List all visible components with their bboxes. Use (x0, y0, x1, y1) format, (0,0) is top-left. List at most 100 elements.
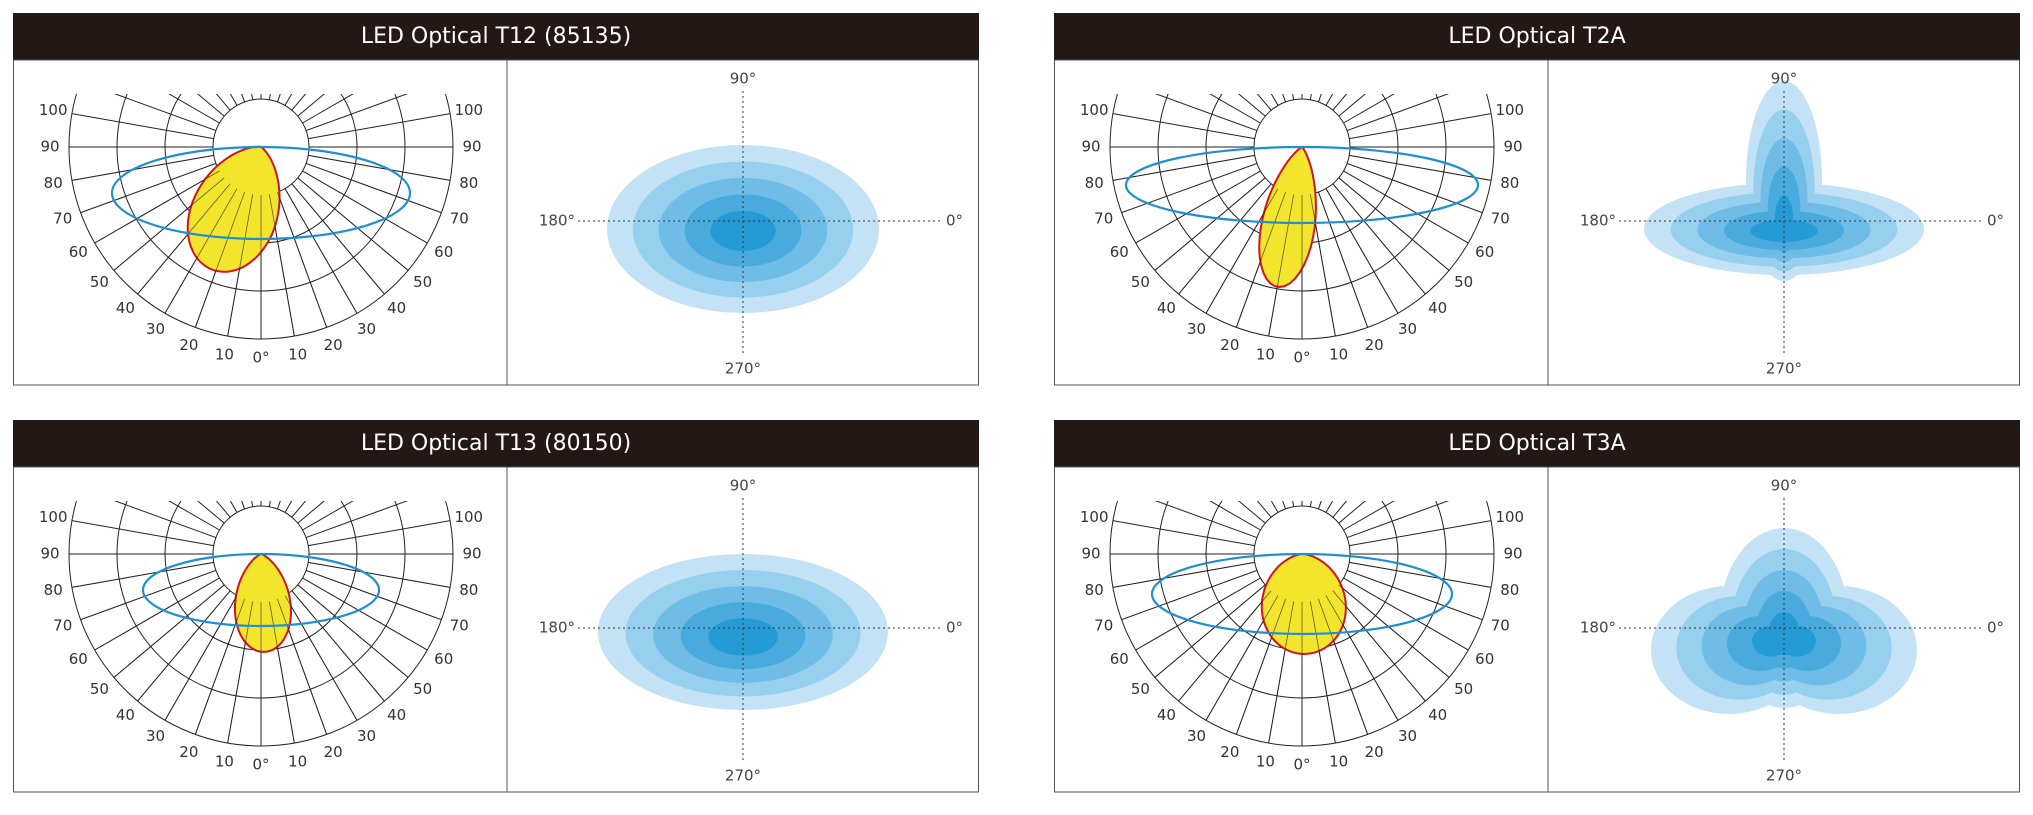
polar-angle-label: 100 (1080, 508, 1109, 526)
panel-title: LED Optical T3A (1448, 431, 1625, 456)
iso-label: 0° (946, 212, 963, 230)
polar-angle-label: 20 (1220, 336, 1239, 354)
polar-spoke (71, 520, 214, 547)
iso-label: 270° (1766, 767, 1802, 785)
iso-label: 0° (1987, 619, 2004, 637)
polar-angle-label: 100 (454, 508, 483, 526)
polar-angle-label: 30 (146, 727, 165, 745)
polar-spoke (1154, 94, 1258, 132)
polar-angle-label: 50 (413, 273, 432, 291)
panel: LED Optical T12 (85135) 0° 10 10 20 20 30 30 40 4… (13, 13, 979, 386)
lobe-spokes (1110, 553, 1494, 746)
polar-angle-label: 20 (324, 743, 343, 761)
iso-label: 180° (1580, 212, 1616, 230)
polar-angle-label: 50 (1454, 680, 1473, 698)
polar-spoke (1338, 94, 1366, 117)
polar-angle-label: 10 (1329, 752, 1348, 770)
polar-angle-label: 10 (288, 345, 307, 363)
polar-angle-label: 40 (1428, 706, 1447, 724)
polar-angle-label: 90 (1503, 138, 1522, 156)
polar-spoke (308, 520, 451, 547)
polar-spoke (1209, 501, 1261, 531)
polar-spoke (1238, 94, 1266, 117)
polar-angle-label: 10 (1256, 345, 1275, 363)
polar-angle-label: 10 (288, 752, 307, 770)
intensity-lobe (1260, 553, 1347, 656)
polar-angle-label: 70 (53, 617, 72, 635)
polar-angle-label: 20 (1365, 336, 1384, 354)
polar-angle-label: 10 (215, 752, 234, 770)
panel-title: LED Optical T12 (85135) (361, 24, 631, 49)
polar-angle-label: 40 (387, 299, 406, 317)
polar-angle-label: 80 (44, 174, 63, 192)
panel-header (13, 420, 979, 467)
polar-angle-label: 100 (1495, 508, 1524, 526)
polar-spoke (1238, 501, 1266, 524)
polar-angle-label: 40 (387, 706, 406, 724)
iso-label: 0° (946, 619, 963, 637)
polar-angle-label: 90 (1081, 545, 1100, 563)
iso-label: 180° (539, 619, 575, 637)
panel-header (1054, 13, 2020, 60)
isolux-contour (1774, 195, 1794, 244)
iso-label: 90° (1771, 70, 1798, 88)
polar-spoke (71, 113, 214, 140)
polar-angle-label: 70 (450, 617, 469, 635)
polar-angle-label: 60 (1110, 650, 1129, 668)
intensity-curve (141, 552, 381, 628)
polar-angle-label: 50 (90, 273, 109, 291)
polar-angle-label: 70 (1491, 617, 1510, 635)
polar-spoke (1112, 113, 1255, 140)
panel-header (1054, 420, 2020, 467)
polar-angle-label: 40 (1428, 299, 1447, 317)
polar-angle-label: 80 (1085, 174, 1104, 192)
polar-angle-label: 30 (1187, 320, 1206, 338)
polar-angle-label: 10 (1256, 752, 1275, 770)
polar-angle-label: 60 (1475, 650, 1494, 668)
polar-angle-label: 60 (434, 243, 453, 261)
panel-header (13, 13, 979, 60)
polar-spoke (308, 113, 451, 140)
iso-label: 180° (1580, 619, 1616, 637)
polar-angle-label: 30 (1187, 727, 1206, 745)
polar-angle-label: 100 (1495, 101, 1524, 119)
panel-title: LED Optical T13 (80150) (361, 431, 631, 456)
intensity-curve (110, 145, 412, 241)
polar-angle-label: 0° (1293, 349, 1310, 367)
polar-spoke (305, 501, 409, 539)
polar-angle-label: 100 (454, 101, 483, 119)
polar-spoke (305, 94, 409, 132)
polar-angle-label: 70 (1094, 210, 1113, 228)
polar-angle-label: 20 (179, 743, 198, 761)
polar-angle-label: 70 (1094, 617, 1113, 635)
polar-spoke (197, 501, 225, 524)
polar-angle-label: 40 (116, 706, 135, 724)
polar-angle-label: 60 (1110, 243, 1129, 261)
panel-title: LED Optical T2A (1448, 24, 1625, 49)
polar-angle-label: 50 (90, 680, 109, 698)
polar-spoke (1349, 113, 1492, 140)
polar-spoke (168, 94, 220, 124)
polar-angle-label: 70 (450, 210, 469, 228)
lobe-spokes (1110, 146, 1494, 339)
polar-angle-label: 20 (179, 336, 198, 354)
polar-angle-label: 100 (39, 508, 68, 526)
iso-label: 0° (1987, 212, 2004, 230)
polar-angle-label: 80 (44, 581, 63, 599)
polar-angle-label: 90 (40, 138, 59, 156)
polar-spoke (1154, 501, 1258, 539)
polar-angle-label: 90 (462, 138, 481, 156)
intensity-curve (1150, 552, 1454, 636)
iso-label: 90° (1771, 477, 1798, 495)
intensity-lobe (233, 553, 293, 653)
polar-angle-label: 40 (1157, 299, 1176, 317)
polar-spoke (1349, 520, 1492, 547)
polar-spoke (168, 501, 220, 531)
polar-spoke (1346, 501, 1450, 539)
polar-spoke (1338, 501, 1366, 524)
polar-angle-label: 50 (1131, 680, 1150, 698)
polar-angle-label: 40 (116, 299, 135, 317)
polar-spoke (1343, 501, 1395, 531)
